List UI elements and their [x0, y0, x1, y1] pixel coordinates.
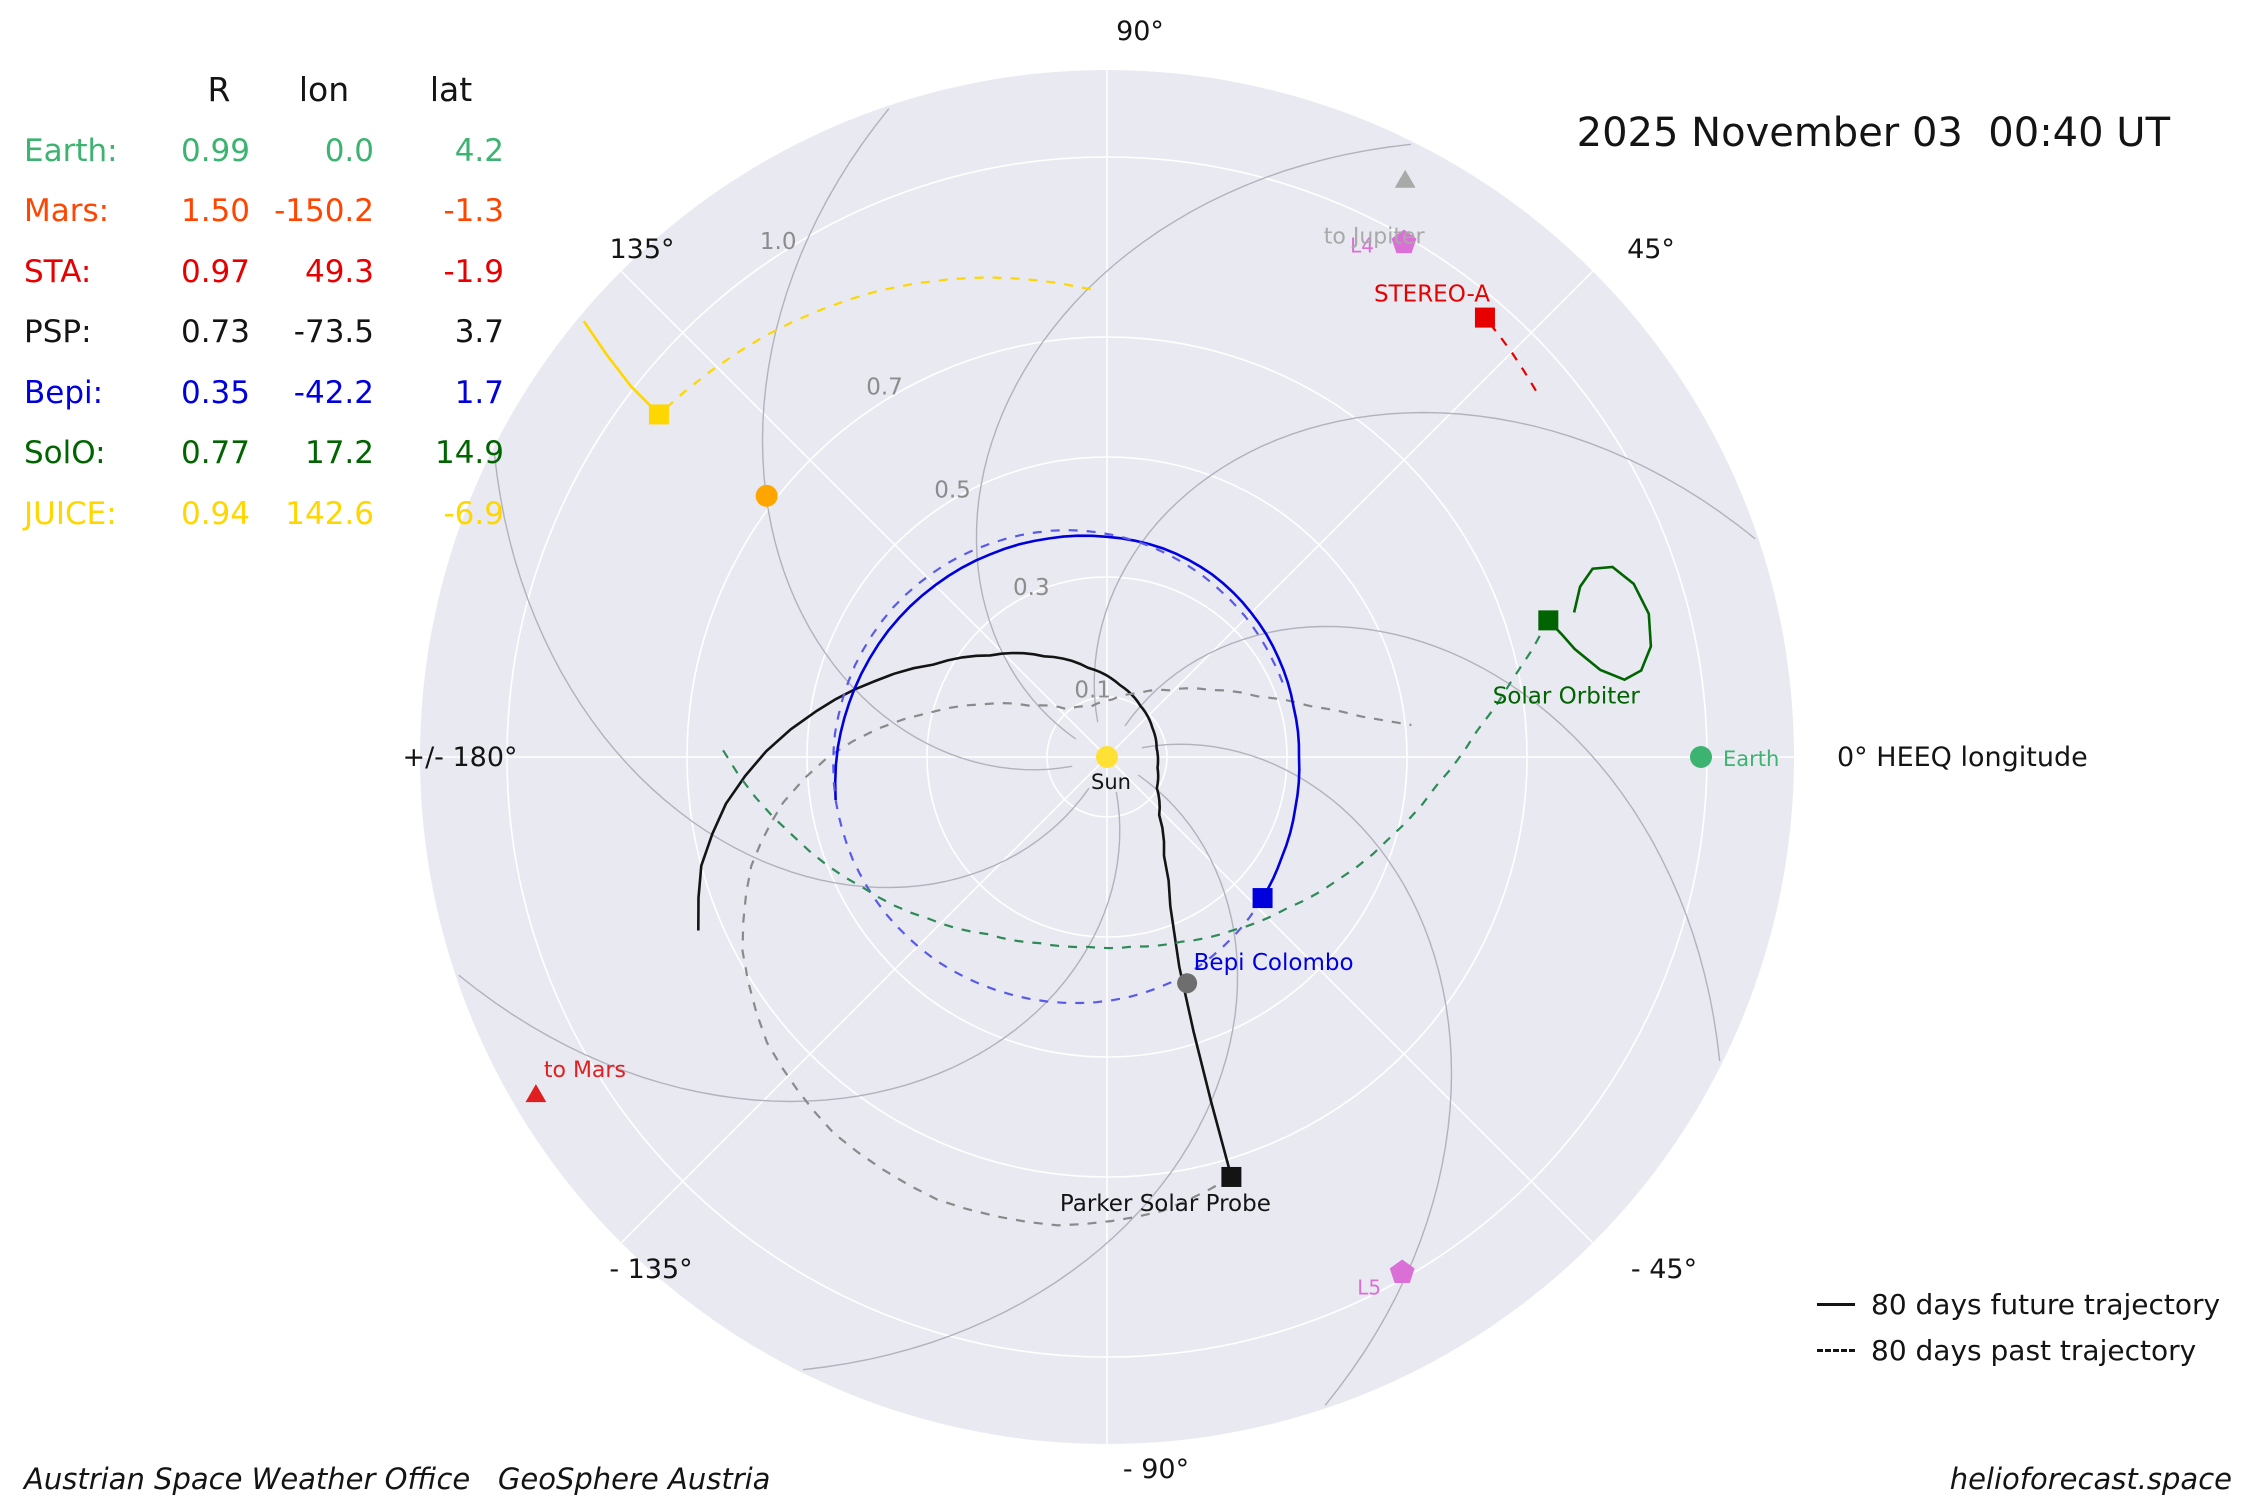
label-bepi-colombo: Bepi Colombo	[1194, 950, 1354, 976]
angle-label: 135°	[609, 234, 674, 265]
table-cell: 14.9	[434, 435, 504, 471]
marker-to-jupiter	[1394, 169, 1416, 188]
marker-bepi-colombo	[1252, 888, 1273, 909]
legend-future-label: 80 days future trajectory	[1871, 1287, 2221, 1321]
table-cell: -1.3	[443, 193, 505, 229]
table-cell: -73.5	[293, 314, 374, 350]
trajectory-legend: 80 days future trajectory 80 days past t…	[1817, 1281, 2220, 1373]
label-parker-solar-probe: Parker Solar Probe	[1060, 1191, 1271, 1217]
radial-label: 0.7	[866, 375, 903, 401]
angle-label: - 45°	[1631, 1254, 1697, 1285]
parker-spirals	[458, 108, 1756, 1406]
table-cell: 0.97	[180, 253, 250, 290]
label-l4: L4	[1350, 234, 1374, 258]
body-markers: Sun Earth STEREO-A Parker Solar Probe Bepi C…	[525, 169, 1779, 1300]
table-cell: SolO:	[24, 435, 106, 471]
footer-site: helioforecast.space	[1949, 1462, 2232, 1496]
trajectories	[582, 276, 1653, 1227]
legend-past-label: 80 days past trajectory	[1871, 1333, 2197, 1367]
radial-label: 0.5	[934, 477, 971, 503]
table-cell: -6.9	[443, 495, 505, 532]
polar-grid	[420, 70, 1794, 1444]
label-to-mars: to Mars	[544, 1058, 626, 1083]
table-cell: -1.9	[443, 253, 505, 290]
legend-future-row: 80 days future trajectory	[1817, 1281, 2220, 1327]
marker-venus	[755, 484, 778, 507]
marker-parker-solar-probe	[1221, 1166, 1242, 1187]
angle-label: 0° HEEQ longitude	[1837, 742, 2088, 773]
marker-l4	[1391, 229, 1417, 254]
marker-stereo-a	[1474, 307, 1495, 328]
label-sun: Sun	[1091, 770, 1131, 794]
table-cell: 49.3	[304, 253, 374, 290]
table-cell: 1.7	[454, 374, 504, 411]
table-cell: 0.77	[180, 435, 250, 471]
angle-label: - 135°	[609, 1254, 692, 1285]
table-header-r: R	[207, 70, 231, 109]
radial-label: 0.1	[1074, 678, 1111, 704]
table-corner	[24, 60, 176, 121]
table-cell: 1.50	[180, 193, 250, 229]
trajectory-juice-past	[658, 276, 1091, 416]
table-cell: JUICE:	[24, 495, 117, 532]
marker-to-mars	[525, 1084, 547, 1103]
radial-label: 1.0	[760, 229, 797, 255]
timestamp-title: 2025 November 03 00:40 UT	[1576, 110, 2170, 156]
label-to-jupiter: to Jupiter	[1324, 225, 1426, 250]
trajectory-juice-future	[582, 320, 660, 416]
trajectory-bepi-past	[832, 528, 1284, 1005]
table-cell: 142.6	[285, 495, 374, 532]
position-table: R lon lat Earth: 0.99 0.0 4.2 Mars: 1.50 -150.…	[24, 60, 516, 544]
trajectory-stereo-a-past	[1484, 316, 1537, 392]
angle-tick-labels: 90° 45° 135° +/- 180° 0° HEEQ longitude - 135…	[402, 16, 2087, 1485]
label-solar-orbiter: Solar Orbiter	[1493, 683, 1641, 709]
angle-label: +/- 180°	[402, 742, 517, 773]
angle-label: 45°	[1627, 234, 1675, 265]
dashed-line-icon	[1817, 1348, 1855, 1352]
trajectory-solo-future	[1547, 565, 1653, 682]
table-cell: Mars:	[24, 193, 110, 229]
table-cell: Bepi:	[24, 374, 104, 411]
table-cell: 3.7	[454, 314, 504, 350]
marker-mercury	[1177, 973, 1198, 994]
table-cell: -42.2	[293, 374, 374, 411]
table-cell: 0.0	[324, 132, 374, 169]
angle-label: - 90°	[1123, 1454, 1189, 1485]
table-header-lat: lat	[429, 70, 473, 109]
table-cell: Earth:	[24, 132, 118, 169]
table-cell: 0.94	[180, 495, 250, 532]
marker-earth	[1690, 746, 1712, 768]
label-earth: Earth	[1723, 747, 1779, 771]
solid-line-icon	[1817, 1302, 1855, 1306]
table-header-lon: lon	[298, 70, 350, 109]
footer-credit: Austrian Space Weather Office GeoSphere …	[24, 1462, 771, 1496]
legend-past-row: 80 days past trajectory	[1817, 1327, 2220, 1373]
table-cell: STA:	[24, 253, 92, 290]
marker-solar-orbiter	[1538, 610, 1559, 631]
table-cell: 17.2	[304, 435, 374, 471]
table-cell: 0.35	[180, 374, 250, 411]
table-cell: 0.99	[180, 132, 250, 169]
trajectory-psp-past	[741, 687, 1412, 1227]
trajectory-bepi-future	[833, 534, 1301, 899]
table-cell: 4.2	[454, 132, 504, 169]
radial-label: 0.3	[1013, 575, 1050, 601]
table-cell: 0.73	[180, 314, 250, 350]
trajectory-psp-future	[697, 651, 1233, 1178]
marker-juice	[648, 404, 669, 425]
table-cell: PSP:	[24, 314, 92, 350]
marker-l5	[1389, 1259, 1415, 1283]
marker-sun	[1096, 746, 1118, 768]
angle-label: 90°	[1116, 16, 1164, 47]
trajectory-solo-past	[722, 619, 1550, 950]
label-l5: L5	[1357, 1276, 1381, 1300]
label-stereo-a: STEREO-A	[1374, 282, 1490, 308]
radial-tick-labels: 0.1 0.3 0.5 0.7 1.0	[760, 229, 1111, 704]
table-cell: -150.2	[274, 193, 374, 229]
